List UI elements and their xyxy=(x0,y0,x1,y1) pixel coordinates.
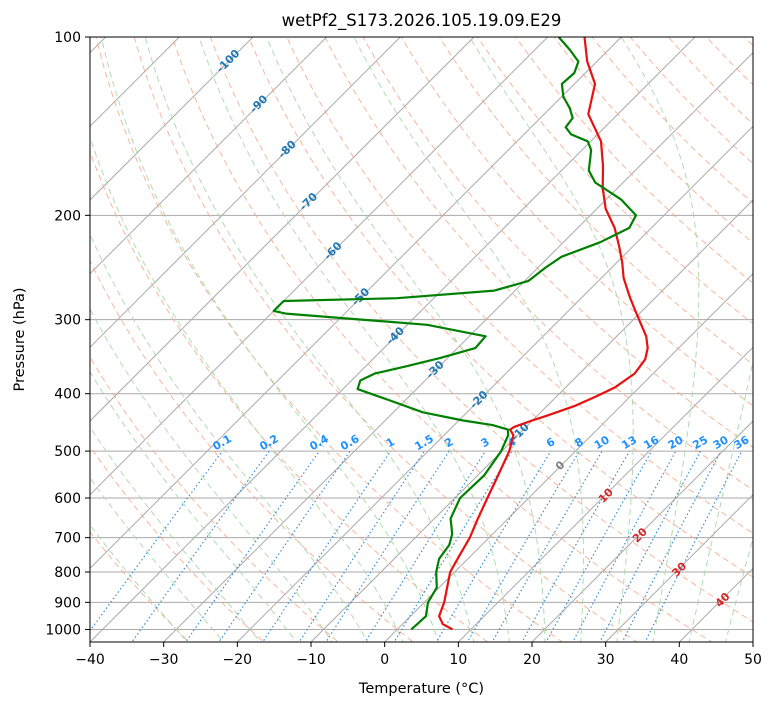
moist-adiabat-line xyxy=(90,426,261,642)
plot-frame xyxy=(89,36,754,643)
mixing-ratio-line xyxy=(184,450,320,642)
moist-adiabat-line xyxy=(90,476,225,642)
isotherm-line xyxy=(531,420,753,642)
dry-adiabat-line xyxy=(248,37,753,578)
mixing-ratio-line xyxy=(131,450,270,642)
y-axis-title: Pressure (hPa) xyxy=(12,287,28,391)
dry-adiabat-line xyxy=(90,259,414,642)
mixing-ratio-line xyxy=(298,450,425,642)
chart-title: wetPf2_S173.2026.105.19.09.E29 xyxy=(282,11,562,31)
mixing-ratio-line xyxy=(644,450,743,642)
x-tick-label: 40 xyxy=(670,652,688,668)
mixing-ratio-line xyxy=(325,450,450,642)
y-tick-label: 500 xyxy=(54,444,81,460)
dry-adiabat-line xyxy=(667,37,753,125)
mixing-ratio-line xyxy=(435,450,552,642)
dry-adiabats xyxy=(90,37,753,642)
isotherm-line xyxy=(90,37,254,201)
x-tick-label: 30 xyxy=(597,652,615,668)
isotherm-line xyxy=(163,51,753,642)
dry-adiabat-line xyxy=(629,37,753,165)
profile-series xyxy=(272,37,649,631)
isobar-gridlines xyxy=(90,37,753,630)
dry-adiabat-line xyxy=(171,37,713,642)
isotherm-line xyxy=(90,37,328,275)
dewpoint-profile-line xyxy=(272,37,638,631)
mixing-ratio-line xyxy=(262,450,392,642)
y-tick-label: 300 xyxy=(54,313,81,329)
x-tick-label: 10 xyxy=(449,652,467,668)
moist-adiabat-line xyxy=(198,37,510,642)
dry-adiabat-line xyxy=(438,37,753,366)
x-tick-label: 0 xyxy=(380,652,389,668)
isotherm-line xyxy=(236,125,753,642)
moist-adiabat-line xyxy=(688,358,753,642)
y-tick-label: 800 xyxy=(54,565,81,581)
mixing-ratio-line xyxy=(218,450,351,642)
moist-adiabat-line xyxy=(469,37,634,642)
isotherm-line xyxy=(310,199,753,642)
isotherm-line xyxy=(605,493,753,642)
moist-adiabat-line xyxy=(620,37,700,642)
mixing-ratio-line xyxy=(491,450,603,642)
y-tick-label: 700 xyxy=(54,531,81,547)
moist-adiabat-line xyxy=(266,37,546,642)
mixing-ratio-line xyxy=(466,450,580,642)
y-tick-label: 600 xyxy=(54,491,81,507)
y-tick-label: 400 xyxy=(54,387,81,403)
x-tick-label: −40 xyxy=(75,652,105,668)
isotherm-line xyxy=(90,37,549,496)
y-tick-label: 200 xyxy=(54,208,81,224)
x-tick-label: −20 xyxy=(223,652,253,668)
dry-adiabat-line xyxy=(90,150,489,642)
moist-adiabat-line xyxy=(144,37,475,642)
mixing-ratio-lines xyxy=(90,450,743,642)
dry-adiabat-line xyxy=(286,37,753,534)
x-tick-label: −30 xyxy=(149,652,179,668)
dry-adiabat-line xyxy=(95,37,564,642)
x-tick-label: 20 xyxy=(523,652,541,668)
isotherm-line xyxy=(384,272,753,642)
moist-adiabat-line xyxy=(90,135,404,642)
moist-adiabat-line xyxy=(90,308,333,642)
mixing-ratio-line xyxy=(545,450,653,642)
dry-adiabat-line xyxy=(90,445,265,642)
plot-area: 0.1 0.2 0.4 0.6 1 1.5 2 3 4 6 8 10 13 16 20 25 30 3610203… xyxy=(90,37,753,642)
y-tick-label: 900 xyxy=(54,595,81,611)
dry-adiabat-line xyxy=(133,37,638,642)
x-axis: −40 −30 −20 −10 0 10 20 30 40 50 xyxy=(75,642,762,668)
y-tick-label: 1000 xyxy=(45,622,81,638)
y-axis: 100 200 300 400 500 600 700 800 900 1000 xyxy=(45,30,90,638)
moist-adiabat-line xyxy=(90,370,297,642)
isotherm-line xyxy=(90,37,475,422)
moist-adiabat-line xyxy=(353,37,584,642)
x-tick-label: 50 xyxy=(744,652,762,668)
moist-adiabat-line xyxy=(90,232,369,642)
y-tick-label: 100 xyxy=(54,30,81,46)
isotherm-line xyxy=(457,346,753,642)
isotherm-line xyxy=(90,37,622,570)
x-axis-title: Temperature (°C) xyxy=(358,681,484,697)
isotherm-lines xyxy=(90,37,753,642)
temperature-profile-line xyxy=(438,37,649,631)
isotherm-line xyxy=(90,37,696,642)
moist-adiabat-line xyxy=(725,536,753,642)
dry-adiabat-line xyxy=(324,37,753,491)
dry-adiabat-line xyxy=(362,37,753,449)
dry-adiabat-line xyxy=(477,37,753,325)
x-tick-label: −10 xyxy=(296,652,326,668)
isotherm-line xyxy=(90,37,401,349)
